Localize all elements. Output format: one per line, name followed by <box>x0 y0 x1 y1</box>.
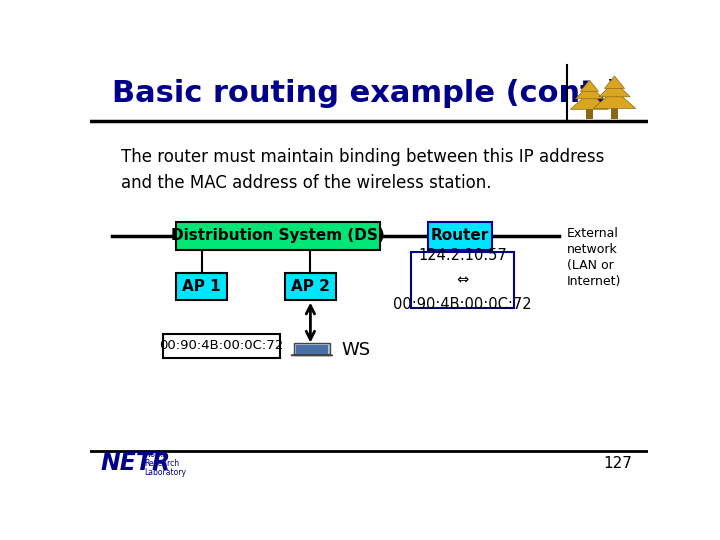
FancyBboxPatch shape <box>411 252 514 308</box>
FancyBboxPatch shape <box>163 334 279 358</box>
Text: AP 1: AP 1 <box>182 279 221 294</box>
FancyBboxPatch shape <box>176 273 227 300</box>
Polygon shape <box>294 343 330 355</box>
Text: Distribution System (DS): Distribution System (DS) <box>171 228 385 243</box>
FancyBboxPatch shape <box>586 109 593 119</box>
Text: Router: Router <box>431 228 489 243</box>
Text: Research: Research <box>145 458 180 468</box>
FancyBboxPatch shape <box>611 109 618 119</box>
Text: NETR: NETR <box>100 451 171 475</box>
Polygon shape <box>580 80 598 91</box>
Polygon shape <box>599 82 630 97</box>
Text: 124.2.10.57
⇔
00:90:4B:00:0C:72: 124.2.10.57 ⇔ 00:90:4B:00:0C:72 <box>393 248 532 312</box>
Polygon shape <box>296 346 328 354</box>
Polygon shape <box>570 92 608 109</box>
Text: Basic routing example (cont.): Basic routing example (cont.) <box>112 79 621 109</box>
Polygon shape <box>593 90 636 109</box>
Text: WS: WS <box>341 341 370 359</box>
Text: External
network
(LAN or
Internet): External network (LAN or Internet) <box>567 227 621 288</box>
Text: 127: 127 <box>603 456 632 471</box>
Text: AP 2: AP 2 <box>291 279 330 294</box>
FancyBboxPatch shape <box>428 221 492 250</box>
Polygon shape <box>605 76 624 89</box>
FancyBboxPatch shape <box>176 221 380 250</box>
Text: 00:90:4B:00:0C:72: 00:90:4B:00:0C:72 <box>159 339 283 353</box>
Text: works: works <box>145 450 167 458</box>
Text: Laboratory: Laboratory <box>145 468 186 477</box>
Polygon shape <box>575 85 603 99</box>
Text: The router must maintain binding between this IP address
and the MAC address of : The router must maintain binding between… <box>121 148 604 192</box>
FancyBboxPatch shape <box>285 273 336 300</box>
